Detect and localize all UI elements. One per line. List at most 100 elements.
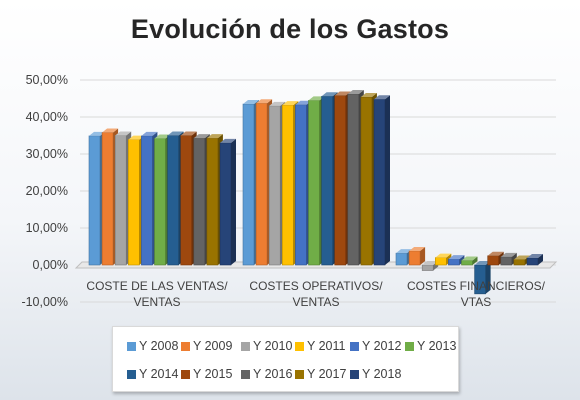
legend-swatch (241, 369, 250, 379)
legend-label: Y 2013 (417, 339, 457, 353)
bar-top (308, 96, 325, 101)
bar (526, 253, 543, 266)
bar-top (360, 93, 377, 98)
y-tick-label: 10,00% (26, 221, 68, 235)
legend-swatch (350, 369, 359, 379)
bar-top (396, 249, 412, 254)
bar-top (256, 99, 273, 104)
bar-face (526, 257, 539, 266)
bar-top (128, 135, 145, 140)
legend-label: Y 2009 (193, 339, 233, 353)
bar (373, 95, 390, 266)
legend: Y 2008 Y 2009 Y 2010 Y 2011 Y 2012 Y 2013 Y 20… (112, 326, 459, 392)
legend-item: Y 2018 (350, 367, 401, 381)
bar-top (269, 101, 286, 106)
bar-face (180, 135, 192, 266)
bar-top (243, 100, 259, 105)
bar-top (89, 131, 105, 136)
category-label: COSTES FINANCIEROS/ (407, 279, 546, 293)
bar-face (193, 137, 206, 266)
y-tick-label: 50,00% (26, 73, 68, 87)
legend-swatch (127, 341, 136, 351)
legend-label: Y 2010 (253, 339, 293, 353)
legend-swatch (405, 341, 414, 351)
bar-face (101, 132, 114, 266)
legend-label: Y 2011 (307, 339, 346, 353)
legend-label: Y 2017 (307, 367, 347, 381)
bar-face (141, 135, 153, 266)
bar-top (102, 128, 119, 133)
y-tick-label: -10,00% (21, 295, 68, 309)
bar-face (421, 264, 434, 271)
legend-item: Y 2012 (350, 339, 401, 353)
bar-face (268, 105, 281, 266)
legend-swatch (295, 341, 304, 351)
bar-face (448, 258, 460, 266)
legend-swatch (181, 341, 190, 351)
bar-top (461, 256, 478, 261)
legend-swatch (127, 369, 136, 379)
category-label: VENTAS (292, 295, 339, 309)
bar-top (141, 131, 158, 136)
bar (408, 246, 426, 266)
y-tick-label: 30,00% (26, 147, 68, 161)
legend-item: Y 2014 (127, 367, 178, 381)
bar-top (474, 261, 491, 265)
bar-face (513, 259, 526, 266)
category-label: VTAS (461, 295, 491, 309)
legend-label: Y 2008 (139, 339, 179, 353)
legend-item: Y 2010 (241, 339, 292, 353)
bar-face (167, 135, 179, 266)
bar-face (395, 252, 408, 266)
bar-top (193, 134, 210, 139)
legend-label: Y 2016 (253, 367, 293, 381)
bar-side (459, 255, 465, 265)
category-label: COSTES OPERATIVOS/ (249, 279, 383, 293)
bar-face (487, 255, 500, 266)
bar-face (434, 257, 447, 266)
bar (500, 252, 517, 266)
bar-face (295, 104, 307, 266)
bar (219, 138, 236, 266)
bar-face (347, 93, 360, 266)
legend-item: Y 2008 (127, 339, 178, 353)
bar-side (385, 95, 390, 266)
legend-item: Y 2011 (295, 339, 345, 353)
bar-top (435, 253, 452, 258)
legend-swatch (350, 341, 359, 351)
bar (434, 253, 452, 266)
bar-top (180, 131, 197, 136)
bar-top (220, 138, 236, 143)
bar-face (88, 135, 101, 266)
bar-top (347, 90, 364, 95)
category-label: VENTAS (133, 295, 180, 309)
bar-face (281, 104, 294, 266)
y-tick-label: 20,00% (26, 184, 68, 198)
bar-face (321, 95, 333, 266)
legend-swatch (241, 341, 250, 351)
bar-top (334, 91, 351, 96)
legend-swatch (295, 369, 304, 379)
legend-item: Y 2009 (181, 339, 232, 353)
bar-face (334, 95, 347, 266)
legend-item: Y 2017 (295, 367, 346, 381)
bar-face (500, 256, 513, 266)
bar-top (513, 255, 530, 260)
bar-face (206, 137, 219, 266)
bar-face (408, 250, 421, 266)
bar-side (538, 253, 543, 265)
legend-label: Y 2018 (362, 367, 402, 381)
bar-face (461, 260, 473, 266)
bar-face (114, 135, 127, 266)
bar-top (154, 134, 171, 139)
legend-label: Y 2012 (362, 339, 402, 353)
bar-side (420, 246, 426, 265)
bar-top (500, 252, 517, 257)
legend-label: Y 2015 (193, 367, 233, 381)
y-tick-label: 40,00% (26, 110, 68, 124)
bar-face (308, 100, 320, 266)
bar-face (219, 142, 232, 266)
bar-face (360, 96, 373, 266)
